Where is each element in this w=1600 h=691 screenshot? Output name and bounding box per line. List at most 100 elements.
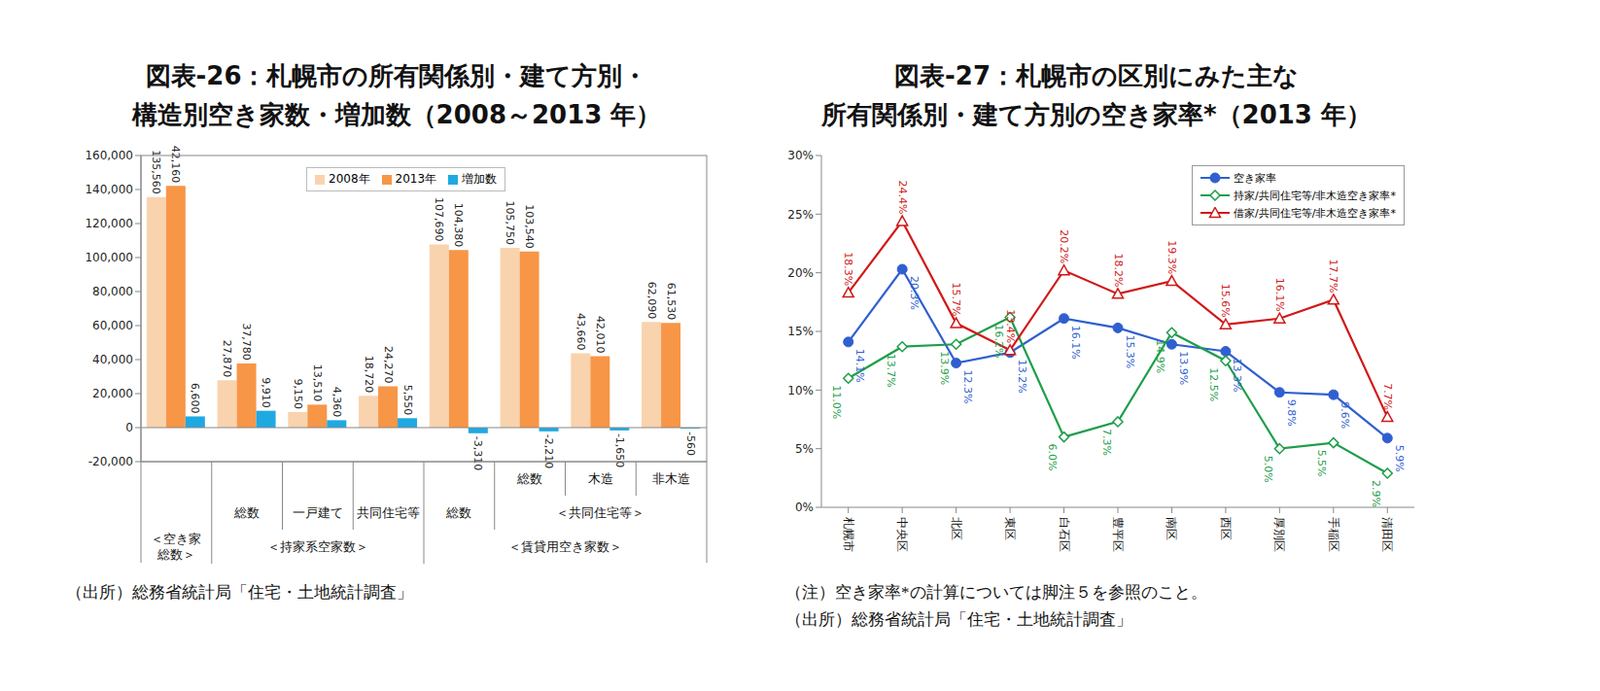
svg-text:105,750: 105,750 — [503, 200, 517, 245]
svg-text:-1,650: -1,650 — [613, 433, 627, 468]
svg-text:11.0%: 11.0% — [830, 384, 843, 419]
html-text:図表-26：札幌市の所有関係別・建て方別・ 構造別空き家数・: 図表-26：札幌市の所有関係別・建て方別・ 構造別空き家数・増加数（2008～2… — [131, 61, 662, 130]
svg-text:-20,000: -20,000 — [88, 454, 134, 469]
svg-text:13.9%: 13.9% — [938, 350, 951, 385]
svg-text:0: 0 — [125, 420, 134, 435]
svg-text:＜持家系空家数＞: ＜持家系空家数＞ — [267, 539, 369, 555]
svg-text:20,000: 20,000 — [92, 386, 134, 401]
svg-text:-2,210: -2,210 — [542, 434, 556, 469]
svg-text:2.9%: 2.9% — [1369, 480, 1383, 508]
svg-text:60,000: 60,000 — [92, 318, 134, 333]
svg-text:4,360: 4,360 — [330, 386, 344, 418]
html-text:（出所）総務省統計局「住宅・土地統計調査」: （出所）総務省統計局「住宅・土地統計調査」 — [66, 583, 414, 602]
svg-text:14.9%: 14.9% — [1153, 339, 1167, 374]
svg-text:0%: 0% — [795, 500, 814, 515]
svg-text:清田区: 清田区 — [1380, 517, 1394, 553]
svg-text:15%: 15% — [787, 324, 814, 339]
svg-text:140,000: 140,000 — [84, 182, 134, 197]
svg-text:12.3%: 12.3% — [961, 370, 974, 405]
svg-text:16.1%: 16.1% — [1069, 325, 1082, 360]
svg-text:27,870: 27,870 — [220, 340, 234, 379]
svg-text:100,000: 100,000 — [84, 250, 134, 265]
svg-text:9,910: 9,910 — [259, 377, 273, 409]
svg-text:160,000: 160,000 — [84, 148, 134, 163]
svg-text:20.2%: 20.2% — [1057, 229, 1071, 264]
svg-text:13.3%: 13.3% — [1230, 358, 1244, 393]
svg-text:15.7%: 15.7% — [949, 282, 963, 317]
svg-text:中央区: 中央区 — [895, 517, 909, 553]
svg-text:24.4%: 24.4% — [896, 180, 909, 215]
svg-text:7.7%: 7.7% — [1381, 382, 1394, 411]
html-text:（注）空き家率*の計算については脚注５を参照のこと。: （注）空き家率*の計算については脚注５を参照のこと。 — [785, 583, 1207, 602]
svg-text:16.2%: 16.2% — [992, 324, 1006, 359]
svg-text:-560: -560 — [684, 431, 697, 456]
svg-text:24,270: 24,270 — [382, 346, 395, 384]
svg-text:15.3%: 15.3% — [1123, 334, 1137, 369]
svg-text:37,780: 37,780 — [240, 322, 253, 361]
svg-text:総数: 総数 — [233, 505, 260, 521]
svg-text:西区: 西区 — [1218, 517, 1233, 541]
svg-text:80,000: 80,000 — [92, 284, 134, 299]
svg-text:17.7%: 17.7% — [1326, 258, 1340, 293]
svg-text:東区: 東区 — [1003, 517, 1017, 541]
svg-text:豊平区: 豊平区 — [1111, 517, 1125, 553]
svg-text:18.3%: 18.3% — [841, 251, 855, 286]
svg-text:南区: 南区 — [1164, 517, 1179, 541]
svg-text:120,000: 120,000 — [84, 216, 134, 231]
svg-text:北区: 北区 — [949, 517, 964, 541]
svg-text:107,690: 107,690 — [432, 197, 446, 243]
svg-text:-3,310: -3,310 — [471, 436, 485, 471]
svg-text:一戸建て: 一戸建て — [292, 505, 344, 521]
svg-text:9.6%: 9.6% — [1338, 401, 1352, 429]
svg-text:40,000: 40,000 — [92, 352, 134, 367]
svg-text:20.3%: 20.3% — [907, 276, 921, 311]
svg-text:5%: 5% — [795, 442, 814, 456]
svg-text:共同住宅等: 共同住宅等 — [356, 505, 420, 521]
svg-text:非木造: 非木造 — [652, 471, 691, 487]
svg-text:6.0%: 6.0% — [1045, 444, 1059, 472]
svg-text:25%: 25% — [787, 208, 814, 222]
svg-text:9,150: 9,150 — [291, 378, 305, 410]
svg-text:61,530: 61,530 — [664, 282, 678, 321]
svg-text:＜賃貸用空き家数＞: ＜賃貸用空き家数＞ — [508, 539, 623, 555]
svg-text:13.9%: 13.9% — [1177, 350, 1190, 385]
svg-text:6,600: 6,600 — [188, 382, 202, 415]
svg-text:20%: 20% — [787, 266, 814, 280]
svg-text:手稲区: 手稲区 — [1326, 517, 1341, 553]
svg-text:5.9%: 5.9% — [1392, 445, 1406, 473]
svg-text:札幌市: 札幌市 — [841, 517, 856, 553]
svg-text:16.1%: 16.1% — [1273, 278, 1287, 313]
svg-text:10%: 10% — [787, 383, 814, 398]
svg-text:5,550: 5,550 — [401, 384, 415, 417]
svg-text:5.5%: 5.5% — [1315, 450, 1328, 478]
svg-text:7.3%: 7.3% — [1100, 428, 1114, 456]
svg-text:総数: 総数 — [516, 471, 543, 487]
svg-text:13,510: 13,510 — [311, 364, 324, 403]
svg-text:＜共同住宅等＞: ＜共同住宅等＞ — [556, 505, 645, 521]
svg-text:42,010: 42,010 — [593, 315, 607, 354]
svg-text:白石区: 白石区 — [1057, 517, 1072, 553]
svg-text:15.6%: 15.6% — [1218, 283, 1232, 318]
svg-text:103,540: 103,540 — [522, 204, 536, 249]
svg-text:62,090: 62,090 — [645, 281, 659, 320]
svg-text:＜空き家総数＞: ＜空き家総数＞ — [150, 531, 202, 562]
svg-text:14.1%: 14.1% — [853, 348, 867, 383]
svg-text:142,160: 142,160 — [169, 145, 182, 183]
svg-text:9.8%: 9.8% — [1285, 399, 1298, 427]
svg-text:5.0%: 5.0% — [1261, 455, 1275, 484]
svg-text:135,560: 135,560 — [149, 149, 163, 195]
svg-text:104,380: 104,380 — [452, 203, 465, 248]
svg-text:13.4%: 13.4% — [1004, 309, 1017, 344]
svg-text:43,660: 43,660 — [574, 313, 588, 351]
svg-text:木造: 木造 — [588, 471, 614, 487]
svg-text:18,720: 18,720 — [362, 355, 376, 394]
svg-text:厚別区: 厚別区 — [1272, 517, 1287, 553]
svg-text:総数: 総数 — [445, 505, 472, 521]
svg-text:19.3%: 19.3% — [1165, 240, 1179, 275]
svg-text:13.7%: 13.7% — [884, 353, 898, 388]
svg-text:13.2%: 13.2% — [1015, 359, 1029, 394]
svg-text:12.5%: 12.5% — [1207, 367, 1220, 402]
svg-text:18.2%: 18.2% — [1112, 252, 1125, 287]
svg-text:30%: 30% — [787, 148, 814, 163]
html-text:図表-27：札幌市の区別にみた主な 所有関係別・建て方別の空: 図表-27：札幌市の区別にみた主な 所有関係別・建て方別の空き家率*（2013 … — [821, 61, 1372, 130]
